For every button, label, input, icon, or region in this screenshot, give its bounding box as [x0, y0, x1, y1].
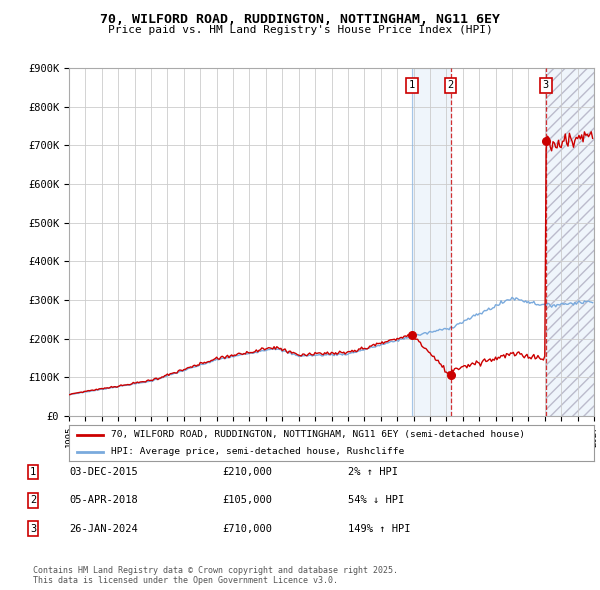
- Text: 1: 1: [409, 80, 415, 90]
- Text: 26-JAN-2024: 26-JAN-2024: [69, 524, 138, 533]
- Text: 2: 2: [30, 496, 36, 505]
- Text: 70, WILFORD ROAD, RUDDINGTON, NOTTINGHAM, NG11 6EY: 70, WILFORD ROAD, RUDDINGTON, NOTTINGHAM…: [100, 13, 500, 26]
- Text: 1: 1: [30, 467, 36, 477]
- Text: 2% ↑ HPI: 2% ↑ HPI: [348, 467, 398, 477]
- Text: 05-APR-2018: 05-APR-2018: [69, 496, 138, 505]
- Text: HPI: Average price, semi-detached house, Rushcliffe: HPI: Average price, semi-detached house,…: [111, 447, 404, 456]
- Text: 70, WILFORD ROAD, RUDDINGTON, NOTTINGHAM, NG11 6EY (semi-detached house): 70, WILFORD ROAD, RUDDINGTON, NOTTINGHAM…: [111, 430, 525, 439]
- Text: 3: 3: [543, 80, 549, 90]
- Text: 3: 3: [30, 524, 36, 533]
- Text: £710,000: £710,000: [222, 524, 272, 533]
- Text: 03-DEC-2015: 03-DEC-2015: [69, 467, 138, 477]
- Text: 149% ↑ HPI: 149% ↑ HPI: [348, 524, 410, 533]
- Text: Price paid vs. HM Land Registry's House Price Index (HPI): Price paid vs. HM Land Registry's House …: [107, 25, 493, 35]
- Text: 2: 2: [448, 80, 454, 90]
- Bar: [546, 68, 594, 416]
- Text: £105,000: £105,000: [222, 496, 272, 505]
- Text: 54% ↓ HPI: 54% ↓ HPI: [348, 496, 404, 505]
- Bar: [412, 68, 451, 416]
- Text: Contains HM Land Registry data © Crown copyright and database right 2025.
This d: Contains HM Land Registry data © Crown c…: [33, 566, 398, 585]
- Bar: [546, 68, 594, 416]
- Text: £210,000: £210,000: [222, 467, 272, 477]
